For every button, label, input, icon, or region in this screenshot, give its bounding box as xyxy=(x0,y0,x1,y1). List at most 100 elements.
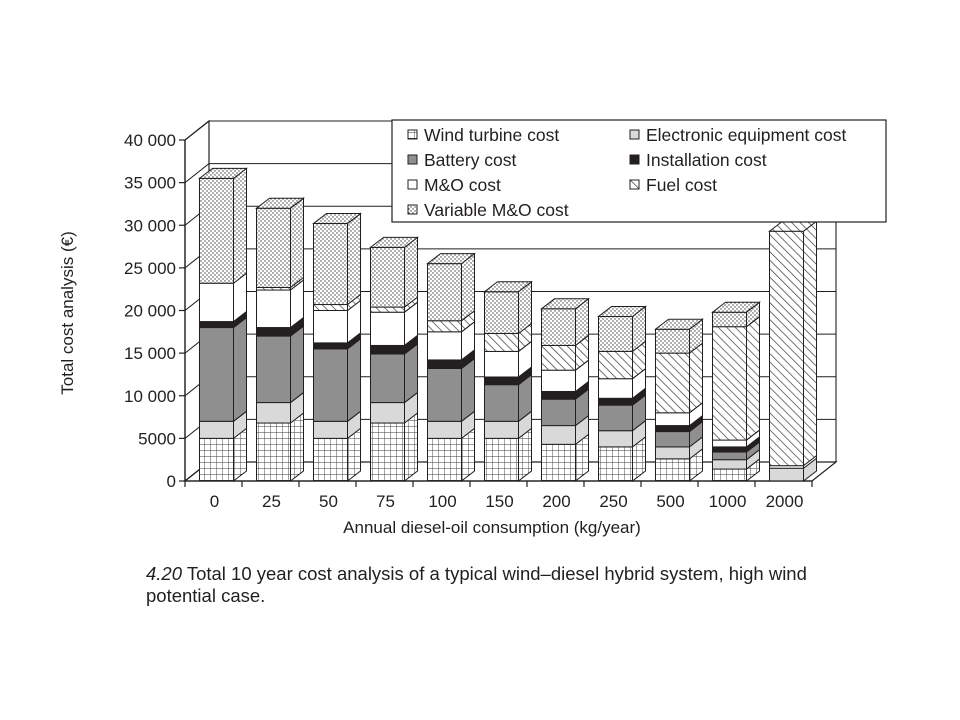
legend-swatch-fuel-cost xyxy=(629,179,640,190)
bar-segment-electronic-equipment-cost xyxy=(541,425,576,445)
bar-segment-electronic-equipment-cost xyxy=(199,420,234,439)
bar-segment-wind-turbine-cost xyxy=(598,446,633,482)
bar-segment-battery-cost xyxy=(370,353,405,404)
bar-segment-variable-mando-cost xyxy=(199,177,234,284)
bar-top-face xyxy=(369,236,419,248)
bar-segment-side xyxy=(347,212,361,306)
bar-segment-fuel-cost xyxy=(541,344,576,371)
bar-stack xyxy=(312,212,362,483)
legend: Wind turbine cost Electronic equipment co… xyxy=(391,119,887,223)
bar-segment-electronic-equipment-cost xyxy=(712,459,747,470)
bar-segment-installation-cost xyxy=(598,397,633,406)
bar-segment-battery-cost xyxy=(199,327,234,422)
bar-segment-side xyxy=(290,412,304,483)
bar-segment-battery-cost xyxy=(598,404,633,432)
bar-segment-fuel-cost xyxy=(313,304,348,312)
bar-segment-battery-cost xyxy=(427,367,462,422)
bar-segment-variable-mando-cost xyxy=(712,311,747,328)
bar-segment-side xyxy=(461,357,475,423)
legend-swatch-battery-cost xyxy=(407,154,418,165)
bar-segment-side xyxy=(404,412,418,483)
bar-segment-electronic-equipment-cost xyxy=(370,402,405,424)
y-axis-title: Total cost analysis (€) xyxy=(58,231,77,394)
bar-stack xyxy=(255,197,305,483)
bar-segment-electronic-equipment-cost xyxy=(427,420,462,439)
bar-segment-fuel-cost xyxy=(484,333,519,352)
bar-segment-battery-cost xyxy=(256,335,291,404)
y-tick-label: 25 000 xyxy=(124,259,176,278)
bar-segment-side xyxy=(347,337,361,423)
bar-top-face xyxy=(483,281,533,293)
bar-stack xyxy=(483,280,533,483)
bar-segment-wind-turbine-cost xyxy=(199,437,234,482)
bar-stack xyxy=(540,297,590,483)
y-tick-label: 20 000 xyxy=(124,302,176,321)
y-tick-label: 30 000 xyxy=(124,216,176,235)
y-tick-label: 0 xyxy=(167,472,176,491)
bar-segment-variable-mando-cost xyxy=(256,207,291,288)
bar-segment-installation-cost xyxy=(313,342,348,350)
x-tick-label: 150 xyxy=(485,492,513,511)
bar-stack xyxy=(369,236,419,483)
bar-segment-side xyxy=(461,252,475,322)
bar-segment-side xyxy=(404,236,418,309)
legend-swatch-installation-cost xyxy=(629,154,640,165)
bar-segment-battery-cost xyxy=(313,348,348,422)
bar-stack xyxy=(597,305,647,483)
legend-label-mando-cost: M&O cost xyxy=(424,175,501,195)
bar-segment-fuel-cost xyxy=(598,350,633,380)
legend-label-installation-cost: Installation cost xyxy=(646,150,767,170)
bar-segment-wind-turbine-cost xyxy=(427,437,462,482)
bar-segment-installation-cost xyxy=(199,321,234,329)
bar-segment-side xyxy=(290,197,304,289)
y-tick-label: 35 000 xyxy=(124,174,176,193)
y-tick-label: 40 000 xyxy=(124,131,176,150)
bar-segment-wind-turbine-cost xyxy=(484,437,519,482)
bar-segment-mando-cost xyxy=(712,439,747,448)
bar-segment-installation-cost xyxy=(712,446,747,453)
x-tick-label: 2000 xyxy=(766,492,804,511)
bar-top-face xyxy=(198,167,248,179)
legend-swatch-mando-cost xyxy=(407,179,418,190)
legend-label-battery-cost: Battery cost xyxy=(424,150,517,170)
bar-segment-installation-cost xyxy=(370,344,405,355)
bar-segment-mando-cost xyxy=(313,310,348,344)
bar-segment-fuel-cost xyxy=(655,352,690,414)
bar-segment-mando-cost xyxy=(541,369,576,392)
y-tick-label: 15 000 xyxy=(124,344,176,363)
bar-segment-installation-cost xyxy=(427,359,462,369)
legend-label-electronic-equipment-cost: Electronic equipment cost xyxy=(646,125,847,145)
bar-segment-fuel-cost xyxy=(769,230,804,467)
bar-segment-mando-cost xyxy=(427,331,462,361)
bar-segment-installation-cost xyxy=(256,327,291,337)
bar-segment-electronic-equipment-cost xyxy=(256,402,291,424)
bar-segment-mando-cost xyxy=(370,311,405,346)
x-tick-label: 200 xyxy=(542,492,570,511)
bars-layer xyxy=(198,167,818,483)
bar-top-face xyxy=(597,305,647,317)
bar-top-face xyxy=(540,298,590,310)
x-tick-label: 50 xyxy=(319,492,338,511)
bar-segment-wind-turbine-cost xyxy=(313,437,348,482)
legend-label-wind-turbine-cost: Wind turbine cost xyxy=(424,125,559,145)
bar-segment-battery-cost xyxy=(541,398,576,427)
x-tick-label: 250 xyxy=(599,492,627,511)
bar-segment-battery-cost xyxy=(655,431,690,448)
x-axis-title: Annual diesel-oil consumption (kg/year) xyxy=(343,518,641,537)
bar-segment-mando-cost xyxy=(655,412,690,427)
bar-segment-side xyxy=(689,342,703,414)
bar-segment-fuel-cost xyxy=(370,306,405,313)
figure-caption: 4.20 Total 10 year cost analysis of a ty… xyxy=(146,563,866,607)
bar-segment-mando-cost xyxy=(598,378,633,399)
bar-top-face xyxy=(426,253,476,265)
bar-top-face xyxy=(654,318,704,330)
bar-segment-mando-cost xyxy=(256,289,291,329)
bar-stack xyxy=(654,318,704,483)
x-tick-label: 25 xyxy=(262,492,281,511)
figure-number: 4.20 xyxy=(146,563,183,584)
bar-top-face xyxy=(255,197,305,209)
legend-swatch-wind-turbine-cost xyxy=(407,129,418,140)
bar-top-face xyxy=(312,213,362,225)
bar-segment-installation-cost xyxy=(541,390,576,400)
